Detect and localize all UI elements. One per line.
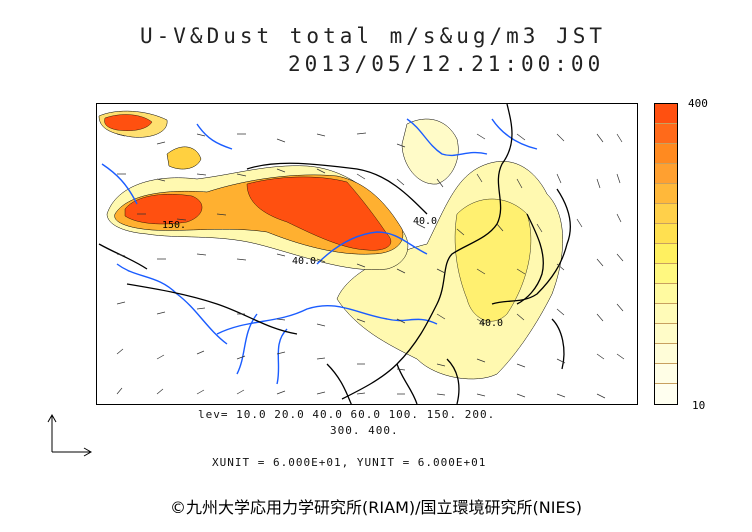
color-scale-step [655,224,677,244]
dust-area-small [166,146,202,170]
color-scale-step [655,304,677,324]
dust-area-low-north [401,118,459,185]
map-canvas: 150. 40.0 40.0 40.0 [98,104,625,404]
color-scale-step [655,244,677,264]
contour-levels-line1: lev= 10.0 20.0 40.0 60.0 100. 150. 200. [198,408,496,421]
map-timestamp: 2013/05/12.21:00:00 [288,52,605,76]
color-scale-max-label: 400 [688,97,708,110]
contour-levels-line2: 300. 400. [330,424,399,437]
color-scale-step [655,124,677,144]
color-scale-step [655,144,677,164]
contour-label-40-center: 40.0 [292,256,316,267]
credit-line: ©九州大学応用力学研究所(RIAM)/国立環境研究所(NIES) [170,498,582,517]
color-scale-step [655,284,677,304]
color-scale-step [655,324,677,344]
contour-label-40-east: 40.0 [479,318,503,329]
dust-area-east-mid [454,198,532,322]
wind-vectors [116,132,625,399]
contour-label-40-north: 40.0 [413,216,437,227]
color-scale-step [655,344,677,364]
color-scale-step [655,104,677,124]
dust-area-high-west [124,194,203,225]
contour-label-150: 150. [162,220,186,231]
dust-area-high-north [104,114,153,131]
color-scale-step [655,364,677,384]
vector-units: XUNIT = 6.000E+01, YUNIT = 6.000E+01 [212,456,487,469]
color-scale-step [655,164,677,184]
rivers [101,118,538,385]
color-scale-step [655,184,677,204]
map-title: U-V&Dust total m/s&ug/m3 JST [140,24,607,48]
dust-wind-map: 150. 40.0 40.0 40.0 [96,103,638,405]
color-scale-bar [654,103,678,405]
dust-area-high-central [246,176,392,251]
color-scale-min-label: 10 [692,399,706,412]
color-scale-step [655,384,677,404]
vector-axes-icon [47,413,93,457]
color-scale-step [655,204,677,224]
color-scale-step [655,264,677,284]
coastlines [98,104,571,404]
